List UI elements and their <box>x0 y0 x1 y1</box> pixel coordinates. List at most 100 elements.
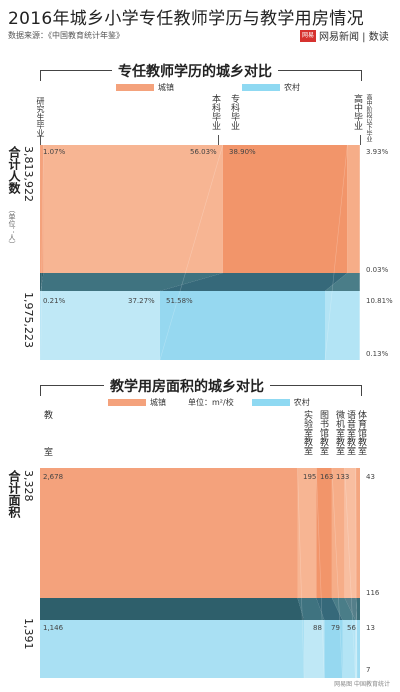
cat-label-graduate: 研究生毕业 <box>36 97 45 137</box>
cat2-label-gym: 体育馆教室 <box>356 410 366 455</box>
cat2-label-computer: 微机室教室 <box>334 410 344 455</box>
s1-urban-label-0: 1.07% <box>43 148 66 156</box>
s2-urban-label-2: 163 <box>320 473 334 481</box>
s1-urban-label-1: 56.03% <box>190 148 217 156</box>
flow-band-5 <box>355 598 360 620</box>
divider-0 <box>297 468 305 678</box>
s2-rural-label-1: 88 <box>313 624 322 632</box>
legend2-urban-swatch <box>108 399 146 406</box>
cat-label-college: 专科毕业 <box>229 94 239 130</box>
s2-urban-total: 3,328 <box>22 470 35 502</box>
data-source: 数据来源：《中国教育统计年鉴》 <box>8 31 124 40</box>
s1-unit: （单位：人） <box>8 206 16 248</box>
s1-urban-label-4: 0.03% <box>366 266 389 274</box>
cat2-label-classroom: 教室 <box>42 410 52 484</box>
cat-label-highschool: 高中毕业 <box>352 94 362 130</box>
rural-bar-2 <box>159 291 325 360</box>
page-title: 2016年城乡小学专任教师学历与教学用房情况 <box>8 9 364 29</box>
s1-urban-label-3: 3.93% <box>366 148 389 156</box>
chart-teacher-education <box>40 145 360 360</box>
divider-0 <box>40 145 44 360</box>
section2-legend: 城镇 单位：m²/校 农村 <box>108 397 310 408</box>
legend-urban-label: 城镇 <box>158 83 174 92</box>
section2-title: 教学用房面积的城乡对比 <box>104 376 270 396</box>
s1-rural-label-0: 0.21% <box>43 297 66 305</box>
urban-bar-1 <box>43 145 223 273</box>
cat2-label-language: 语音室教室 <box>345 410 355 455</box>
urban-bar-4 <box>344 468 356 598</box>
chart-teaching-space <box>40 468 360 678</box>
legend2-urban-label: 城镇 <box>150 398 166 407</box>
section1-title: 专任教师学历的城乡对比 <box>112 61 278 81</box>
s2-row-label: 合计面积 <box>7 470 21 518</box>
rural-bar-0 <box>40 291 41 360</box>
s2-urban-label-5: 43 <box>366 473 375 481</box>
rural-bar-0 <box>40 620 305 678</box>
bracket-lines-1b <box>218 135 219 145</box>
legend2-rural-label: 农村 <box>293 398 310 407</box>
flow-band-1 <box>297 598 325 620</box>
cat2-label-lab: 实验室教室 <box>302 410 312 455</box>
legend-rural-swatch <box>242 84 280 91</box>
flow-band-0 <box>40 598 305 620</box>
footer-credit: 网易图 中国教育统计 <box>334 681 390 688</box>
flow-band-2 <box>159 273 348 291</box>
urban-bar-2 <box>222 145 348 273</box>
urban-bar-3 <box>347 145 360 273</box>
divider-2 <box>331 468 343 678</box>
brand[interactable]: 网易 网易新闻 | 数读 <box>300 28 389 43</box>
s1-urban-total: 3,813,922 <box>22 146 35 202</box>
s2-urban-label-3: 133 <box>336 473 350 481</box>
s2-rural-label-2: 79 <box>331 624 340 632</box>
divider-4 <box>355 468 358 678</box>
rural-bar-3 <box>342 620 356 678</box>
s1-rural-label-3: 10.81% <box>366 297 393 305</box>
rural-bar-1 <box>304 620 325 678</box>
s1-urban-label-2: 38.90% <box>229 148 256 156</box>
s2-rural-total: 1,391 <box>22 618 35 650</box>
s2-urban-label-1: 195 <box>303 473 317 481</box>
urban-bar-0 <box>40 145 44 273</box>
divider-1 <box>315 468 325 678</box>
s2-rural-label-5: 13 <box>366 624 375 632</box>
flow-band-0 <box>40 273 44 291</box>
divider-1 <box>159 145 224 360</box>
rural-bar-4 <box>355 620 358 678</box>
flow-band-3 <box>331 598 356 620</box>
flow-band-3 <box>324 273 360 291</box>
bracket-lines-1c <box>360 135 361 145</box>
s2-rural-label-4: 7 <box>366 666 371 674</box>
cat-label-below-highschool: 高中阶段以下毕业 <box>365 94 372 142</box>
urban-bar-0 <box>40 468 298 598</box>
legend-rural-label: 农村 <box>284 83 300 92</box>
s2-urban-label-0: 2,678 <box>43 473 64 481</box>
s2-urban-label-4: 116 <box>366 589 380 597</box>
s2-rural-label-3: 56 <box>347 624 356 632</box>
legend-urban-swatch <box>116 84 154 91</box>
flow-band-2 <box>316 598 343 620</box>
netease-logo-icon: 网易 <box>300 29 316 42</box>
divider-3 <box>344 468 356 678</box>
cat2-label-library: 图书馆教室 <box>318 410 328 455</box>
rural-bar-3 <box>324 291 360 360</box>
section1-legend: 城镇 农村 <box>116 82 300 93</box>
s1-row-label: 合计人数 <box>7 146 21 194</box>
bracket-lines-1 <box>40 135 41 145</box>
s1-rural-label-2: 51.58% <box>166 297 193 305</box>
section2-unit: 单位：m²/校 <box>188 398 234 407</box>
s1-rural-total: 1,975,223 <box>22 292 35 348</box>
legend2-rural-swatch <box>251 399 290 406</box>
s2-rural-label-0: 1,146 <box>43 624 64 632</box>
s1-rural-label-4: 0.13% <box>366 350 389 358</box>
flow-band-4 <box>344 598 358 620</box>
urban-bar-3 <box>331 468 345 598</box>
urban-bar-1 <box>297 468 317 598</box>
rural-bar-5 <box>357 620 360 678</box>
rural-bar-1 <box>40 291 160 360</box>
urban-bar-5 <box>355 468 360 598</box>
rural-bar-2 <box>324 620 343 678</box>
brand-name: 网易新闻 | 数读 <box>319 32 389 43</box>
divider-2 <box>324 145 348 360</box>
cat-label-bachelor: 本科毕业 <box>210 94 220 130</box>
s1-rural-label-1: 37.27% <box>128 297 155 305</box>
